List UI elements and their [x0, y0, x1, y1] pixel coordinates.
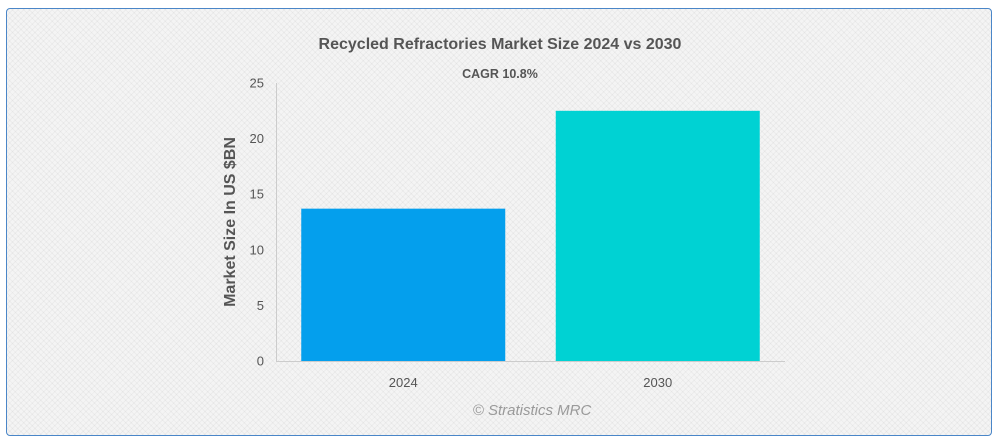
y-tick-label: 20 — [250, 131, 264, 146]
credit-text: © Stratistics MRC — [473, 402, 592, 419]
x-axis-ticks: 2024 2030 — [389, 375, 672, 390]
x-tick-label: 2024 — [389, 375, 418, 390]
y-tick-label: 5 — [257, 298, 264, 313]
y-axis-ticks: 0 5 10 15 20 25 — [250, 76, 264, 369]
bar-2024 — [301, 208, 506, 361]
chart-subtitle: CAGR 10.8% — [462, 67, 538, 81]
y-tick-label: 15 — [250, 187, 264, 202]
bars-group — [301, 110, 760, 361]
y-tick-label: 25 — [250, 76, 264, 91]
y-tick-label: 10 — [250, 242, 264, 257]
y-axis-label: Market Size In US $BN — [222, 137, 239, 307]
bar-2030 — [555, 110, 760, 361]
chart-title: Recycled Refractories Market Size 2024 v… — [319, 36, 682, 53]
y-tick-label: 0 — [257, 354, 264, 369]
x-tick-label: 2030 — [643, 375, 672, 390]
